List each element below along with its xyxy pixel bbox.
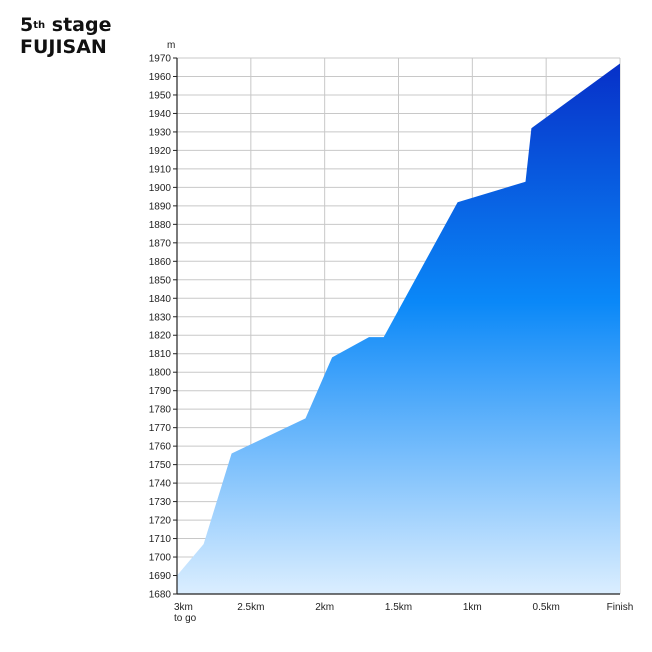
y-tick-label: 1810: [149, 349, 172, 360]
y-tick-label: 1970: [149, 54, 172, 65]
y-tick-label: 1740: [149, 479, 172, 490]
y-axis-label: m: [167, 40, 175, 51]
x-tick-label: 0.5km: [533, 602, 560, 613]
y-tick-label: 1760: [149, 442, 172, 453]
y-tick-label: 1720: [149, 516, 172, 527]
y-tick-labels: 1680 1690 1700 1710 1720 1730 1740 1750 1760 1770…: [149, 54, 172, 601]
axes: [173, 57, 620, 595]
stage-superscript: th: [33, 20, 46, 31]
y-tick-label: 1860: [149, 257, 172, 268]
x-tick-label: 2.5km: [237, 602, 264, 613]
y-tick-label: 1850: [149, 275, 172, 286]
y-tick-label: 1700: [149, 553, 172, 564]
y-tick-label: 1790: [149, 386, 172, 397]
y-tick-label: 1960: [149, 72, 172, 83]
y-tick-label: 1750: [149, 460, 172, 471]
x-tick-label: 1km: [463, 602, 482, 613]
y-tick-label: 1940: [149, 109, 172, 120]
y-tick-label: 1730: [149, 497, 172, 508]
y-tick-label: 1900: [149, 183, 172, 194]
y-tick-label: 1950: [149, 90, 172, 101]
y-tick-label: 1680: [149, 590, 172, 601]
x-tick-label: 1.5km: [385, 602, 412, 613]
y-tick-label: 1910: [149, 164, 172, 175]
y-tick-label: 1830: [149, 312, 172, 323]
x-tick-label: 3km: [174, 602, 193, 613]
x-tick-label: 2km: [315, 602, 334, 613]
stage-word: stage: [51, 14, 112, 36]
y-tick-label: 1920: [149, 146, 172, 157]
y-tick-label: 1780: [149, 405, 172, 416]
y-tick-label: 1710: [149, 534, 172, 545]
y-tick-label: 1880: [149, 220, 172, 231]
y-tick-label: 1890: [149, 201, 172, 212]
stage-title: 5th stage FUJISAN: [20, 14, 111, 58]
y-tick-label: 1770: [149, 423, 172, 434]
x-tick-sublabel: to go: [174, 613, 197, 624]
y-tick-label: 1930: [149, 127, 172, 138]
y-tick-label: 1800: [149, 368, 172, 379]
stage-number: 5: [20, 14, 34, 36]
y-tick-label: 1840: [149, 294, 172, 305]
elevation-area: [177, 63, 620, 594]
y-tick-label: 1870: [149, 238, 172, 249]
x-tick-label: Finish: [607, 602, 634, 613]
y-tick-label: 1820: [149, 331, 172, 342]
stage-name: FUJISAN: [20, 36, 107, 58]
y-tick-label: 1690: [149, 571, 172, 582]
